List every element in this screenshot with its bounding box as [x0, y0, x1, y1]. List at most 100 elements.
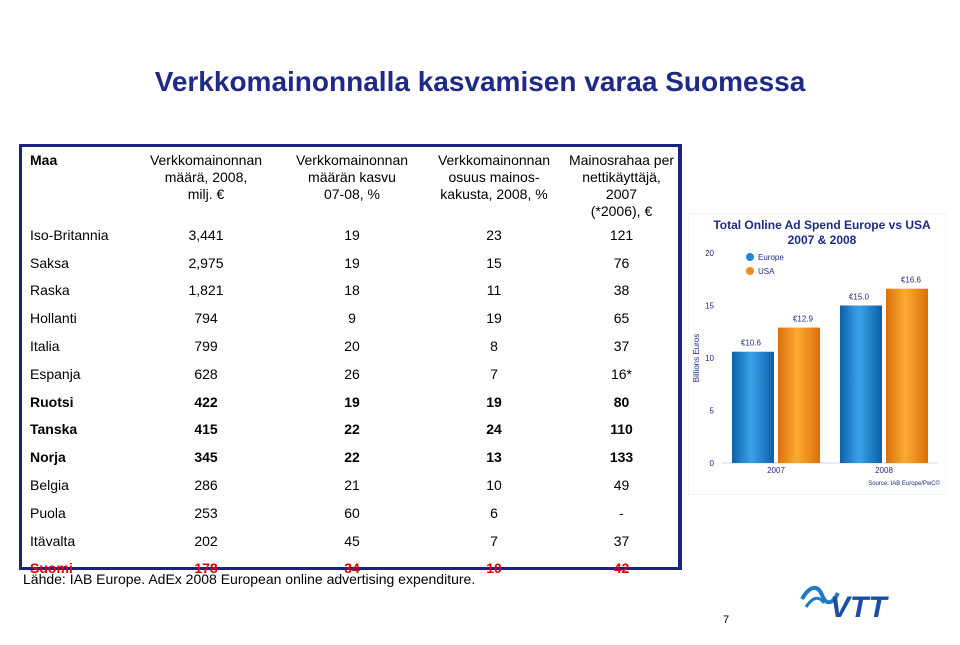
- table-header-row: Maa Verkkomainonnan määrä, 2008, milj. € V…: [22, 147, 678, 221]
- table-row: Belgia 286 21 10 49: [22, 471, 678, 499]
- slide-title: Verkkomainonnalla kasvamisen varaa Suome…: [154, 66, 806, 97]
- country-cell: Puola: [30, 504, 66, 521]
- source-note: Lähde: IAB Europe. AdEx 2008 European on…: [23, 571, 476, 587]
- value-cell: 45: [344, 532, 360, 549]
- header-growth: Verkkomainonnan määrän kasvu 07-08, %: [295, 152, 409, 202]
- legend-label-usa: USA: [758, 267, 775, 276]
- value-cell: 422: [194, 393, 218, 410]
- value-cell: 60: [344, 504, 360, 521]
- table-row: Norja 345 22 13 133: [22, 443, 678, 471]
- value-cell: 3,441: [188, 226, 224, 243]
- value-cell: 253: [194, 504, 218, 521]
- x-tick-label: 2007: [767, 466, 785, 475]
- table-row: Espanja 628 26 7 16*: [22, 360, 678, 388]
- value-cell: 202: [194, 532, 218, 549]
- value-cell: 19: [486, 310, 502, 327]
- bar-usa-2007: [778, 327, 820, 463]
- value-cell: 26: [344, 365, 360, 382]
- table-row: Italia 799 20 8 37: [22, 332, 678, 360]
- value-cell: 6: [490, 504, 498, 521]
- value-cell: 21: [344, 477, 360, 494]
- value-cell: 628: [194, 365, 218, 382]
- value-cell: 15: [486, 254, 502, 271]
- value-cell: 7: [490, 365, 498, 382]
- value-cell: -: [619, 504, 624, 521]
- value-cell: 22: [344, 421, 360, 438]
- value-cell: 42: [613, 560, 630, 577]
- page-number: 7: [723, 614, 730, 626]
- table-row: Itävalta 202 45 7 37: [22, 527, 678, 555]
- value-cell: 799: [194, 338, 218, 355]
- bar-value-label: €16.6: [901, 276, 922, 285]
- country-cell: Italia: [30, 338, 60, 355]
- country-cell: Ruotsi: [30, 393, 74, 410]
- value-cell: 22: [344, 449, 360, 466]
- value-cell: 2,975: [188, 254, 224, 271]
- header-share: Verkkomainonnan osuus mainos-kakusta, 200…: [437, 152, 551, 202]
- country-cell: Itävalta: [30, 532, 76, 549]
- value-cell: 37: [613, 532, 630, 549]
- value-cell: 38: [613, 282, 630, 299]
- value-cell: 11: [486, 282, 502, 299]
- country-cell: Tanska: [30, 421, 78, 438]
- vtt-logo: VTT: [800, 586, 889, 622]
- bar-europe-2008: [840, 305, 882, 463]
- chart-marks: 0 5 10 15 20 Europe USA €10.6 €12.9 2007 €15.0 €16.…: [705, 249, 938, 475]
- y-tick-label: 0: [710, 459, 715, 468]
- value-cell: 16*: [610, 365, 633, 382]
- value-cell: 10: [486, 560, 502, 577]
- y-tick-label: 15: [705, 302, 714, 311]
- ad-spend-chart: Total Online Ad Spend Europe vs USA 2007…: [688, 213, 946, 495]
- value-cell: 65: [613, 310, 630, 327]
- country-cell: Espanja: [30, 365, 81, 382]
- vtt-logo-wave: [800, 586, 840, 605]
- chart-y-axis-label: Billions Euros: [692, 334, 701, 382]
- table-row: Tanska 415 22 24 110: [22, 416, 678, 444]
- value-cell: 121: [609, 226, 634, 243]
- value-cell: 415: [194, 421, 218, 438]
- value-cell: 18: [344, 282, 360, 299]
- legend-swatch-europe: [746, 253, 754, 261]
- country-cell: Belgia: [30, 477, 69, 494]
- table-row: Hollanti 794 9 19 65: [22, 304, 678, 332]
- value-cell: 794: [194, 310, 218, 327]
- value-cell: 286: [194, 477, 218, 494]
- value-cell: 19: [344, 254, 360, 271]
- header-per-user: Mainosrahaa per nettikäyttäjä, 2007 (*2006…: [568, 152, 675, 219]
- y-tick-label: 5: [710, 407, 715, 416]
- chart-title-line-1: Total Online Ad Spend Europe vs USA: [713, 218, 931, 232]
- value-cell: 19: [486, 393, 502, 410]
- value-cell: 23: [486, 226, 502, 243]
- value-cell: 345: [194, 449, 218, 466]
- chart-title-line-2: 2007 & 2008: [788, 233, 857, 247]
- value-cell: 80: [613, 393, 630, 410]
- value-cell: 19: [344, 393, 360, 410]
- bar-value-label: €15.0: [849, 293, 870, 302]
- value-cell: 37: [613, 338, 630, 355]
- legend-label-europe: Europe: [758, 253, 784, 262]
- value-cell: 20: [344, 338, 360, 355]
- value-cell: 8: [490, 338, 498, 355]
- bar-value-label: €10.6: [741, 339, 762, 348]
- value-cell: 10: [486, 477, 502, 494]
- value-cell: 7: [490, 532, 498, 549]
- value-cell: 13: [486, 449, 502, 466]
- table-row: Raska 1,821 18 11 38: [22, 277, 678, 305]
- value-cell: 34: [344, 560, 360, 577]
- ad-spend-table: Maa Verkkomainonnan määrä, 2008, milj. € V…: [22, 147, 678, 582]
- y-tick-label: 20: [705, 249, 714, 258]
- y-tick-label: 10: [705, 354, 714, 363]
- country-cell: Suomi: [30, 560, 73, 577]
- value-cell: 49: [613, 477, 630, 494]
- value-cell: 9: [348, 310, 356, 327]
- table-row: Suomi 178 34 10 42: [22, 555, 678, 583]
- value-cell: 178: [194, 560, 218, 577]
- vtt-logo-text: VTT: [830, 591, 889, 622]
- table-row: Puola 253 60 6 -: [22, 499, 678, 527]
- country-cell: Raska: [30, 282, 70, 299]
- bar-usa-2008: [886, 288, 928, 463]
- bar-value-label: €12.9: [793, 315, 814, 324]
- ad-spend-table-frame: Maa Verkkomainonnan määrä, 2008, milj. € V…: [19, 144, 682, 576]
- value-cell: 24: [486, 421, 502, 438]
- table-body: Iso-Britannia 3,441 19 23 121 Saksa 2,975 19 15 7…: [22, 221, 678, 582]
